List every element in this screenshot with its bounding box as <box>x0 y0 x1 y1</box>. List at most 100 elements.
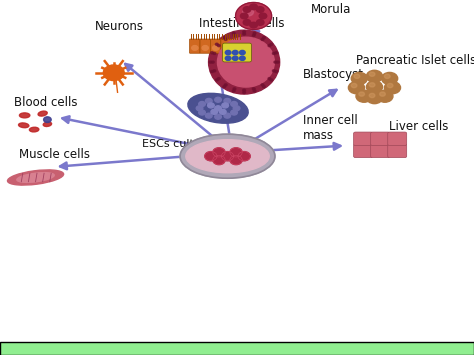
Circle shape <box>366 70 383 82</box>
Circle shape <box>369 83 375 87</box>
Ellipse shape <box>8 170 64 185</box>
Circle shape <box>232 50 238 55</box>
Circle shape <box>359 92 365 96</box>
Circle shape <box>213 53 216 55</box>
Circle shape <box>268 44 271 47</box>
Circle shape <box>211 61 214 63</box>
Circle shape <box>253 90 256 92</box>
Text: Pancreatic Islet cells: Pancreatic Islet cells <box>356 54 474 67</box>
FancyBboxPatch shape <box>190 39 200 53</box>
Circle shape <box>261 38 264 40</box>
Circle shape <box>250 4 257 10</box>
Circle shape <box>205 113 212 118</box>
Circle shape <box>221 152 234 161</box>
Circle shape <box>276 61 279 63</box>
Circle shape <box>243 33 246 35</box>
Circle shape <box>233 88 236 90</box>
Ellipse shape <box>43 122 52 126</box>
Circle shape <box>256 20 264 25</box>
Circle shape <box>211 109 218 114</box>
Circle shape <box>351 83 357 88</box>
FancyBboxPatch shape <box>221 39 231 53</box>
Circle shape <box>199 110 205 115</box>
Circle shape <box>377 90 393 102</box>
Circle shape <box>238 152 250 161</box>
Circle shape <box>224 84 227 86</box>
FancyBboxPatch shape <box>210 39 221 53</box>
Text: Inner cell
mass: Inner cell mass <box>303 114 358 142</box>
Circle shape <box>208 103 214 108</box>
Circle shape <box>243 31 246 33</box>
Text: Muscle cells: Muscle cells <box>19 148 90 161</box>
Circle shape <box>218 78 220 80</box>
Circle shape <box>253 32 256 34</box>
Circle shape <box>224 38 227 40</box>
Circle shape <box>230 155 242 165</box>
Circle shape <box>223 37 226 39</box>
Circle shape <box>366 81 383 93</box>
Circle shape <box>354 74 360 78</box>
Text: ESCs culture: ESCs culture <box>142 139 212 149</box>
Ellipse shape <box>19 113 30 118</box>
Ellipse shape <box>17 173 54 182</box>
Circle shape <box>103 65 124 81</box>
FancyBboxPatch shape <box>388 144 407 158</box>
Circle shape <box>243 89 246 91</box>
Circle shape <box>369 72 375 76</box>
Circle shape <box>270 43 273 45</box>
Ellipse shape <box>188 93 248 123</box>
Ellipse shape <box>233 45 240 50</box>
Circle shape <box>215 43 218 45</box>
Circle shape <box>231 110 237 115</box>
Circle shape <box>256 7 264 12</box>
Ellipse shape <box>223 45 229 50</box>
Circle shape <box>369 93 375 98</box>
Text: Neurons: Neurons <box>95 20 144 33</box>
Circle shape <box>356 90 372 102</box>
Circle shape <box>218 44 220 47</box>
FancyBboxPatch shape <box>354 132 373 146</box>
Circle shape <box>263 86 265 88</box>
Circle shape <box>384 82 401 94</box>
Circle shape <box>270 79 273 81</box>
Circle shape <box>232 32 235 34</box>
Circle shape <box>351 72 367 84</box>
Circle shape <box>219 109 226 114</box>
Circle shape <box>236 2 272 29</box>
Circle shape <box>196 106 203 111</box>
Circle shape <box>243 8 254 16</box>
Circle shape <box>213 155 225 165</box>
FancyBboxPatch shape <box>200 39 210 53</box>
Circle shape <box>209 61 212 63</box>
FancyBboxPatch shape <box>354 144 373 158</box>
Circle shape <box>215 106 221 111</box>
Circle shape <box>382 72 398 84</box>
Circle shape <box>274 61 277 63</box>
Circle shape <box>225 50 231 55</box>
Circle shape <box>243 20 251 25</box>
Circle shape <box>232 56 238 60</box>
Circle shape <box>205 98 212 103</box>
Circle shape <box>273 70 275 72</box>
Circle shape <box>275 52 278 54</box>
Ellipse shape <box>212 45 219 50</box>
Ellipse shape <box>18 123 29 128</box>
Circle shape <box>223 86 226 88</box>
Circle shape <box>384 74 390 78</box>
Ellipse shape <box>186 154 269 165</box>
Circle shape <box>215 114 221 119</box>
Circle shape <box>231 102 237 106</box>
Ellipse shape <box>202 45 209 50</box>
Circle shape <box>259 13 267 19</box>
Circle shape <box>263 37 265 39</box>
FancyBboxPatch shape <box>371 132 390 146</box>
Circle shape <box>199 102 205 106</box>
Circle shape <box>205 152 217 161</box>
Circle shape <box>243 7 251 12</box>
FancyBboxPatch shape <box>371 144 390 158</box>
Ellipse shape <box>29 127 39 132</box>
Circle shape <box>239 50 245 55</box>
Text: Blastocyst: Blastocyst <box>303 68 365 81</box>
Circle shape <box>250 22 257 28</box>
Circle shape <box>215 97 221 102</box>
